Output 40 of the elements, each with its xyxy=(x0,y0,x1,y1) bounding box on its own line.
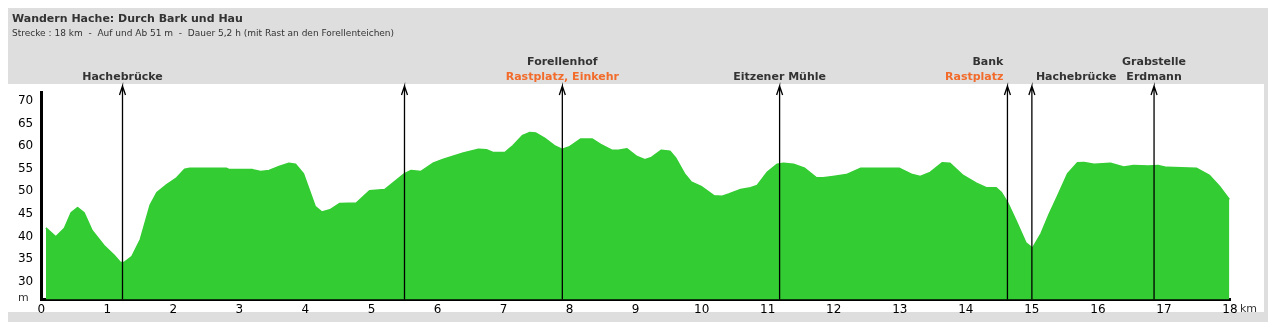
x-tick-label: 14 xyxy=(958,301,974,316)
x-tick-label: 12 xyxy=(826,301,842,316)
x-tick-label: 17 xyxy=(1156,301,1172,316)
y-tick-label: 50 xyxy=(17,183,34,198)
x-tick-label: 9 xyxy=(631,301,640,316)
ref-line-label: Hachebrücke xyxy=(1035,70,1117,83)
y-tick-label: 70 xyxy=(17,93,34,108)
x-tick-label: 10 xyxy=(694,301,710,316)
x-tick-label: 1 xyxy=(103,301,112,316)
ref-line-label: Eitzener Mühle xyxy=(733,70,826,83)
chart-subtitle: Strecke : 18 km - Auf und Ab 51 m - Dauer 5,2 h (mit Rast an den Forellenteichen) xyxy=(12,28,395,38)
x-tick-label: 8 xyxy=(565,301,574,316)
x-tick-label: 6 xyxy=(433,301,442,316)
x-tick-label: 7 xyxy=(499,301,508,316)
x-tick-label: 15 xyxy=(1024,301,1040,316)
x-tick-label: 18 xyxy=(1222,301,1238,316)
x-tick-label: 11 xyxy=(760,301,776,316)
y-tick-label: 45 xyxy=(17,205,34,220)
ref-line-label: Forellenhof xyxy=(527,55,598,68)
x-tick-label: 4 xyxy=(301,301,310,316)
annotation: Rastplatz xyxy=(945,70,1004,83)
x-tick-label: 5 xyxy=(367,301,376,316)
annotation: Rastplatz, Einkehr xyxy=(505,70,620,83)
x-tick-label: 16 xyxy=(1090,301,1106,316)
ref-line-label: Hachebrücke xyxy=(82,70,163,83)
y-tick-label: 30 xyxy=(17,273,34,288)
y-tick-label: 65 xyxy=(17,115,34,130)
ref-line-label: Bank xyxy=(972,55,1005,68)
x-axis-title: km xyxy=(1240,301,1258,315)
y-tick-label: 40 xyxy=(17,228,34,243)
chart-title: Wandern Hache: Durch Bark und Hau xyxy=(12,12,243,25)
x-tick-label: 3 xyxy=(235,301,244,316)
y-tick-label: 35 xyxy=(17,251,34,266)
y-axis-title: m xyxy=(17,290,29,304)
x-tick-label: 0 xyxy=(37,301,46,316)
y-tick-label: 60 xyxy=(17,138,34,153)
x-tick-label: 2 xyxy=(169,301,178,316)
y-tick-label: 55 xyxy=(17,160,34,175)
x-tick-label: 13 xyxy=(892,301,908,316)
ref-line-label: Grabstelle Erdmann xyxy=(1122,55,1187,83)
